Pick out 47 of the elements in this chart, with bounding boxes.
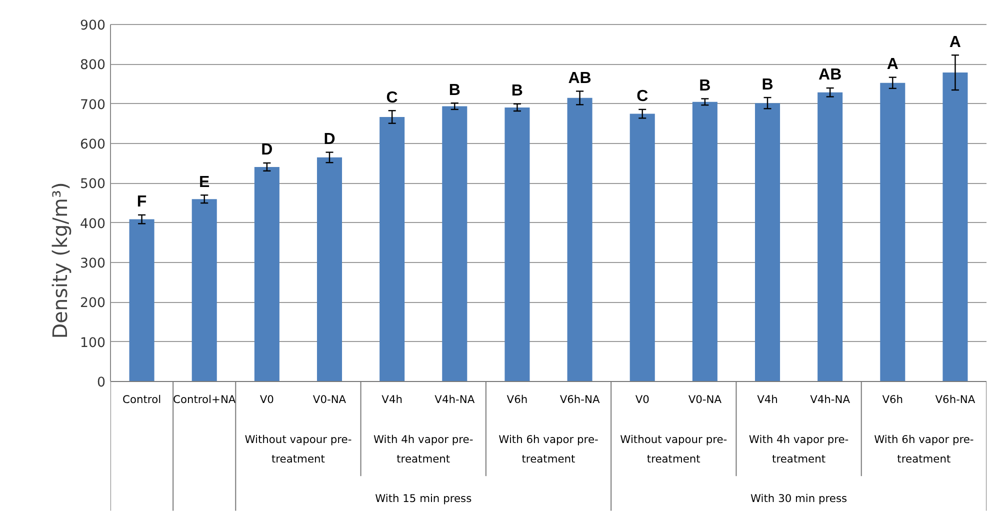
data-label: D bbox=[324, 130, 336, 148]
text: Without vapour pre-treatment bbox=[244, 433, 352, 466]
text: Without vapour pre-treatment bbox=[620, 433, 728, 466]
data-label: B bbox=[762, 76, 774, 94]
data-label: F bbox=[136, 194, 147, 211]
data-label: A bbox=[949, 34, 962, 51]
text: With 6h vapor pre-treatment bbox=[498, 433, 599, 466]
data-label: B bbox=[699, 77, 711, 94]
x-tick-label: V4h bbox=[757, 392, 778, 406]
y-axis-title: Density (kg/m³) bbox=[48, 182, 72, 339]
data-label: A bbox=[886, 56, 899, 74]
data-label: B bbox=[448, 82, 460, 99]
x-tick-label: Control+NA bbox=[173, 392, 236, 406]
x-tick-label: V0-NA bbox=[688, 392, 722, 406]
data-label: E bbox=[199, 174, 210, 191]
y-tick-label: 200 bbox=[80, 296, 106, 312]
x-tick-label: Control bbox=[122, 392, 162, 406]
text: With 4h vapor pre-treatment bbox=[374, 433, 474, 466]
x-tick-label: V4h bbox=[382, 392, 402, 406]
text: With 4h vapor pre-treatment bbox=[748, 433, 849, 466]
x-tick-label: V6h bbox=[882, 392, 904, 406]
data-label: D bbox=[261, 142, 273, 159]
x-tick-label: V0 bbox=[260, 392, 274, 406]
text: With 15 min press bbox=[375, 492, 472, 506]
x-tick-label: V6h-NA bbox=[935, 392, 976, 406]
data-label: C bbox=[636, 88, 649, 106]
data-label: C bbox=[386, 89, 398, 106]
data-label: AB bbox=[818, 66, 842, 84]
y-tick-label: 0 bbox=[97, 376, 106, 391]
text: With 6h vapor pre-treatment bbox=[874, 433, 974, 466]
x-tick-label: V6h-NA bbox=[560, 392, 600, 406]
x-tick-label: V6h bbox=[506, 392, 528, 406]
y-tick-label: 300 bbox=[80, 256, 106, 272]
text: With 30 min press bbox=[750, 492, 848, 506]
x-tick-label: V0-NA bbox=[312, 392, 347, 406]
x-tick-label: V0 bbox=[635, 392, 650, 406]
y-tick-label: 800 bbox=[80, 58, 106, 74]
y-tick-label: 100 bbox=[80, 336, 106, 351]
data-label: AB bbox=[568, 70, 592, 87]
y-tick-label: 500 bbox=[80, 177, 106, 192]
x-tick-label: V4h-NA bbox=[434, 392, 476, 406]
y-tick-label: 700 bbox=[80, 98, 106, 113]
data-label: B bbox=[511, 82, 523, 100]
y-tick-label: 600 bbox=[80, 138, 106, 153]
x-tick-label: V4h-NA bbox=[810, 392, 851, 406]
y-tick-label: 900 bbox=[80, 18, 106, 34]
y-tick-label: 400 bbox=[80, 216, 106, 232]
